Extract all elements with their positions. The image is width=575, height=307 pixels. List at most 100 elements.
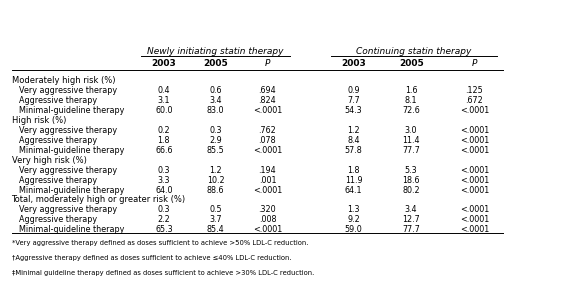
Text: 3.4: 3.4 [405,205,417,215]
Text: Medscape®: Medscape® [9,13,86,26]
Text: Very high risk (%): Very high risk (%) [12,156,86,165]
Text: Very aggressive therapy: Very aggressive therapy [14,86,117,95]
Text: 2005: 2005 [203,60,228,68]
Text: .320: .320 [259,205,276,215]
Text: Very aggressive therapy: Very aggressive therapy [14,165,117,175]
Text: 54.3: 54.3 [345,106,362,115]
Text: www.medscape.com: www.medscape.com [155,14,270,25]
Text: Source: Am Heart J © 2007 Mosby, Inc.: Source: Am Heart J © 2007 Mosby, Inc. [409,290,566,299]
Text: Moderately high risk (%): Moderately high risk (%) [12,76,115,85]
Text: 57.8: 57.8 [345,146,362,155]
Text: <.0001: <.0001 [460,165,489,175]
Text: 3.0: 3.0 [405,126,417,135]
Text: 8.1: 8.1 [405,96,417,105]
Text: 83.0: 83.0 [207,106,224,115]
Text: 1.3: 1.3 [347,205,360,215]
Text: Continuing statin therapy: Continuing statin therapy [356,47,472,56]
Text: 85.5: 85.5 [207,146,224,155]
Text: <.0001: <.0001 [253,146,282,155]
Text: .672: .672 [466,96,483,105]
Text: .694: .694 [259,86,276,95]
Text: <.0001: <.0001 [460,185,489,195]
Text: .078: .078 [259,136,276,145]
Text: Minimal-guideline therapy: Minimal-guideline therapy [14,225,125,235]
Text: .001: .001 [259,176,276,185]
Text: 1.8: 1.8 [158,136,170,145]
Text: 0.4: 0.4 [158,86,170,95]
Text: 2.2: 2.2 [158,216,170,224]
Text: <.0001: <.0001 [460,146,489,155]
Text: 0.9: 0.9 [347,86,360,95]
Text: 3.1: 3.1 [158,96,170,105]
Text: 1.2: 1.2 [209,165,222,175]
Text: <.0001: <.0001 [460,106,489,115]
Text: <.0001: <.0001 [253,185,282,195]
Text: <.0001: <.0001 [460,136,489,145]
Text: <.0001: <.0001 [460,205,489,215]
Text: 11.4: 11.4 [402,136,420,145]
Text: 1.2: 1.2 [347,126,360,135]
Text: <.0001: <.0001 [460,225,489,235]
Text: P: P [264,60,270,68]
Text: 72.6: 72.6 [402,106,420,115]
Text: †Aggressive therapy defined as doses sufficient to achieve ≤40% LDL-C reduction.: †Aggressive therapy defined as doses suf… [12,255,291,261]
Text: Aggressive therapy: Aggressive therapy [14,136,98,145]
Text: 2003: 2003 [341,60,366,68]
Text: <.0001: <.0001 [460,176,489,185]
Text: 0.5: 0.5 [209,205,222,215]
Text: Total, moderately high or greater risk (%): Total, moderately high or greater risk (… [12,196,186,204]
Text: 88.6: 88.6 [207,185,224,195]
Text: .008: .008 [259,216,276,224]
Text: 80.2: 80.2 [402,185,420,195]
Text: 18.6: 18.6 [402,176,420,185]
Text: 64.1: 64.1 [345,185,362,195]
Text: High risk (%): High risk (%) [12,116,66,125]
Text: 77.7: 77.7 [402,225,420,235]
Text: *Very aggressive therapy defined as doses sufficient to achieve >50% LDL-C reduc: *Very aggressive therapy defined as dose… [12,240,308,246]
Text: Aggressive therapy: Aggressive therapy [14,216,98,224]
Text: .125: .125 [466,86,483,95]
Text: 66.6: 66.6 [155,146,172,155]
Text: <.0001: <.0001 [253,106,282,115]
Text: Aggressive therapy: Aggressive therapy [14,96,98,105]
Text: Minimal-guideline therapy: Minimal-guideline therapy [14,185,125,195]
Text: .762: .762 [259,126,276,135]
Text: 59.0: 59.0 [345,225,362,235]
Text: 9.2: 9.2 [347,216,360,224]
Text: 10.2: 10.2 [207,176,224,185]
Text: 3.4: 3.4 [209,96,222,105]
Text: 2003: 2003 [151,60,177,68]
Text: ‡Minimal guideline therapy defined as doses sufficient to achieve >30% LDL-C red: ‡Minimal guideline therapy defined as do… [12,270,314,276]
Text: 8.4: 8.4 [347,136,360,145]
Text: Minimal-guideline therapy: Minimal-guideline therapy [14,146,125,155]
Text: 2.9: 2.9 [209,136,222,145]
Text: <.0001: <.0001 [460,126,489,135]
Text: 0.3: 0.3 [209,126,222,135]
Text: 60.0: 60.0 [155,106,172,115]
Text: 3.7: 3.7 [209,216,222,224]
Text: 77.7: 77.7 [402,146,420,155]
Text: 7.7: 7.7 [347,96,360,105]
Text: 0.2: 0.2 [158,126,170,135]
Text: P: P [472,60,477,68]
Text: 85.4: 85.4 [207,225,224,235]
Text: 65.3: 65.3 [155,225,172,235]
Text: 1.6: 1.6 [405,86,417,95]
Text: 1.8: 1.8 [347,165,360,175]
Text: Newly initiating statin therapy: Newly initiating statin therapy [147,47,284,56]
Text: Minimal-guideline therapy: Minimal-guideline therapy [14,106,125,115]
Text: 0.3: 0.3 [158,165,170,175]
Text: 0.6: 0.6 [209,86,222,95]
Text: <.0001: <.0001 [253,225,282,235]
Text: .194: .194 [259,165,276,175]
Text: 12.7: 12.7 [402,216,420,224]
Text: 0.3: 0.3 [158,205,170,215]
Text: Aggressive therapy: Aggressive therapy [14,176,98,185]
Text: 3.3: 3.3 [158,176,170,185]
Text: 5.3: 5.3 [405,165,417,175]
Text: .824: .824 [259,96,276,105]
Text: Very aggressive therapy: Very aggressive therapy [14,205,117,215]
Text: 64.0: 64.0 [155,185,172,195]
Text: 2005: 2005 [398,60,424,68]
Text: <.0001: <.0001 [460,216,489,224]
